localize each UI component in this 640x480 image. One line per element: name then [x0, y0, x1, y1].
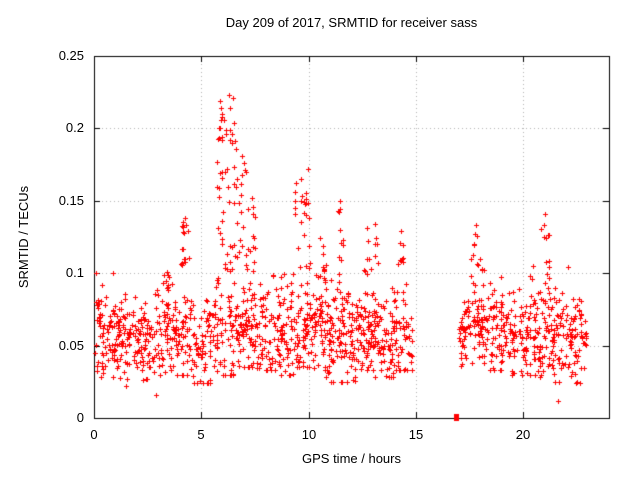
x-tick-label: 0: [90, 427, 98, 442]
x-axis-label: GPS time / hours: [302, 451, 401, 466]
y-axis-label: SRMTID / TECUs: [16, 185, 31, 289]
y-tick-label: 0: [76, 410, 84, 425]
y-tick-label: 0.1: [65, 265, 84, 280]
x-tick-label: 5: [197, 427, 205, 442]
y-tick-label: 0.2: [65, 120, 84, 135]
y-tick-label: 0.05: [58, 338, 84, 353]
chart-title: Day 209 of 2017, SRMTID for receiver sas…: [225, 15, 478, 30]
y-tick-label: 0.15: [58, 193, 84, 208]
y-tick-label: 0.25: [58, 48, 84, 63]
x-tick-label: 10: [301, 427, 317, 442]
x-tick-label: 15: [408, 427, 424, 442]
x-tick-label: 20: [515, 427, 531, 442]
